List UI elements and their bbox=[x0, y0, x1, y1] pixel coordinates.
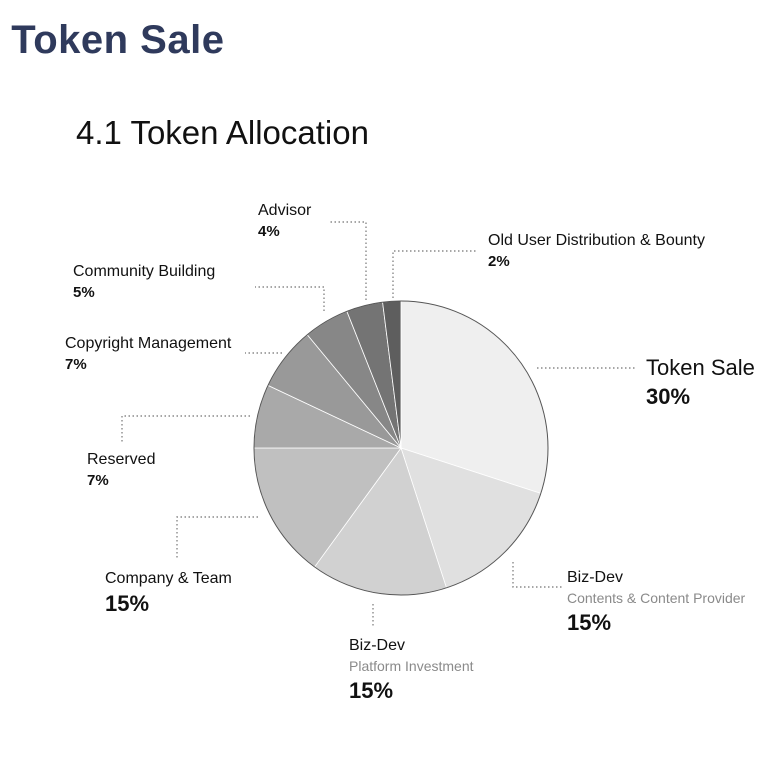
slice-name: Community Building bbox=[73, 263, 216, 280]
slice-name: Token Sale bbox=[646, 355, 755, 380]
slice-name: Biz-Dev bbox=[349, 637, 406, 654]
slice-name: Biz-Dev bbox=[567, 569, 624, 586]
pie-outline bbox=[253, 300, 549, 596]
slice-percent: 15% bbox=[105, 591, 150, 616]
pie-slices bbox=[253, 300, 549, 596]
slice-description: Contents & Content Provider bbox=[567, 590, 746, 606]
leader-line-3 bbox=[176, 516, 258, 558]
slice-percent: 7% bbox=[87, 472, 109, 489]
slice-percent: 15% bbox=[349, 678, 394, 703]
slice-percent: 4% bbox=[258, 223, 280, 240]
slice-name: Reserved bbox=[87, 451, 156, 468]
slice-percent: 2% bbox=[488, 253, 510, 270]
label-company-team: Company & Team 15% bbox=[105, 569, 232, 619]
leader-line-4 bbox=[121, 415, 250, 442]
chart-title: 4.1 Token Allocation bbox=[76, 114, 369, 151]
slice-name: Company & Team bbox=[105, 570, 232, 587]
label-biz-dev-contents: Biz-Dev Contents & Content Provider 15% bbox=[567, 568, 745, 638]
leader-line-7 bbox=[328, 221, 367, 300]
slice-percent: 7% bbox=[65, 356, 87, 373]
label-community-building: Community Building 5% bbox=[73, 262, 215, 304]
slice-name: Copyright Management bbox=[65, 335, 232, 352]
label-advisor: Advisor 4% bbox=[258, 201, 311, 243]
slice-percent: 15% bbox=[567, 610, 612, 635]
leader-line-6 bbox=[255, 286, 325, 311]
leader-line-8 bbox=[392, 250, 478, 298]
slice-name: Advisor bbox=[258, 202, 312, 219]
leader-lines bbox=[121, 221, 636, 628]
label-reserved: Reserved 7% bbox=[87, 450, 155, 492]
slice-percent: 5% bbox=[73, 284, 95, 301]
label-copyright-management: Copyright Management 7% bbox=[65, 334, 231, 376]
label-biz-dev-platform: Biz-Dev Platform Investment 15% bbox=[349, 636, 474, 706]
leader-line-1 bbox=[512, 562, 562, 588]
slice-description: Platform Investment bbox=[349, 658, 474, 674]
section-title: . Token Sale bbox=[0, 18, 225, 62]
label-token-sale: Token Sale 30% bbox=[646, 354, 755, 412]
slice-percent: 30% bbox=[646, 384, 691, 409]
label-old-user-distribution: Old User Distribution & Bounty 2% bbox=[488, 231, 705, 273]
slice-name: Old User Distribution & Bounty bbox=[488, 232, 705, 249]
